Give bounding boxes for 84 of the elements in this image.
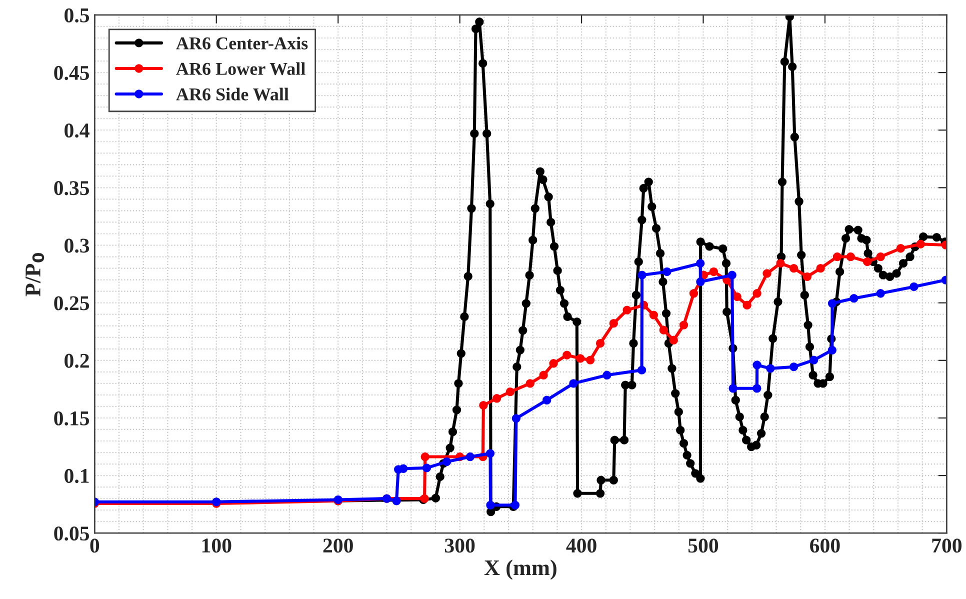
x-tick-label: 700	[932, 538, 962, 553]
point	[752, 384, 762, 393]
point	[486, 500, 495, 510]
point	[526, 379, 535, 388]
y-tick-label: 0.4	[64, 123, 90, 138]
point	[637, 366, 646, 374]
y-tick-label: 0.3	[64, 238, 90, 253]
point	[846, 252, 855, 262]
point	[910, 282, 918, 292]
point	[766, 364, 775, 373]
point	[512, 414, 521, 423]
point	[916, 240, 925, 248]
point	[828, 346, 836, 354]
point	[709, 267, 718, 276]
x-tick-label: 200	[323, 538, 353, 553]
point	[696, 277, 705, 286]
point	[776, 258, 785, 268]
point	[649, 310, 658, 320]
y-tick-label: 0.5	[64, 8, 90, 22]
point	[549, 359, 558, 368]
point	[850, 294, 858, 303]
point	[728, 270, 736, 280]
point	[862, 257, 872, 266]
point	[896, 244, 906, 253]
y-tick-label: 0.2	[64, 354, 89, 368]
point	[622, 306, 632, 314]
point	[586, 356, 595, 364]
y-tick-label: 0.1	[64, 468, 89, 484]
point	[679, 320, 688, 330]
y-tick-label: 0.35	[54, 181, 90, 196]
point	[486, 449, 495, 458]
point	[832, 252, 842, 262]
point	[742, 300, 752, 310]
x-tick-label: 600	[810, 538, 840, 553]
legend-label: AR6 Lower Wall	[176, 62, 306, 76]
point	[506, 387, 515, 396]
point	[669, 336, 678, 344]
point	[810, 356, 818, 364]
point	[816, 264, 825, 273]
y-axis-title: P/P$_{0}$	[26, 252, 44, 296]
point	[576, 354, 585, 363]
point	[802, 272, 812, 282]
x-axis-title: X (mm)	[484, 560, 556, 580]
point	[762, 269, 772, 278]
point	[789, 362, 798, 372]
x-tick-label: 500	[688, 538, 718, 553]
point	[876, 252, 885, 262]
point	[542, 396, 552, 404]
point	[728, 384, 738, 393]
x-tick-label: 100	[202, 538, 232, 553]
x-tick-label: 400	[566, 538, 596, 553]
y-tick-label: 0.45	[54, 66, 90, 80]
point	[602, 370, 612, 380]
point	[659, 326, 668, 334]
legend-label: AR6 Center-Axis	[176, 36, 308, 50]
point	[828, 299, 837, 308]
point	[696, 258, 705, 268]
point	[539, 370, 548, 380]
point	[492, 394, 502, 403]
point	[789, 264, 798, 273]
point	[479, 400, 488, 410]
point	[596, 339, 605, 348]
x-tick-label: 0	[90, 538, 100, 553]
y-tick-label: 0.05	[54, 526, 90, 541]
y-tick-label: 0.15	[54, 411, 90, 426]
point	[399, 464, 408, 473]
point	[609, 318, 618, 328]
point	[732, 292, 742, 302]
point	[689, 289, 698, 298]
point	[562, 350, 572, 360]
point	[442, 457, 452, 466]
point	[420, 452, 430, 462]
point	[752, 360, 762, 370]
point	[422, 464, 432, 472]
y-tick-label: 0.25	[54, 296, 90, 310]
point	[752, 289, 762, 298]
point	[392, 496, 401, 506]
point	[638, 270, 646, 280]
point	[662, 267, 672, 276]
point	[466, 452, 474, 462]
point	[569, 379, 578, 388]
legend-label: AR6 Side Wall	[176, 88, 289, 101]
x-tick-label: 300	[444, 538, 475, 553]
point	[876, 289, 885, 298]
